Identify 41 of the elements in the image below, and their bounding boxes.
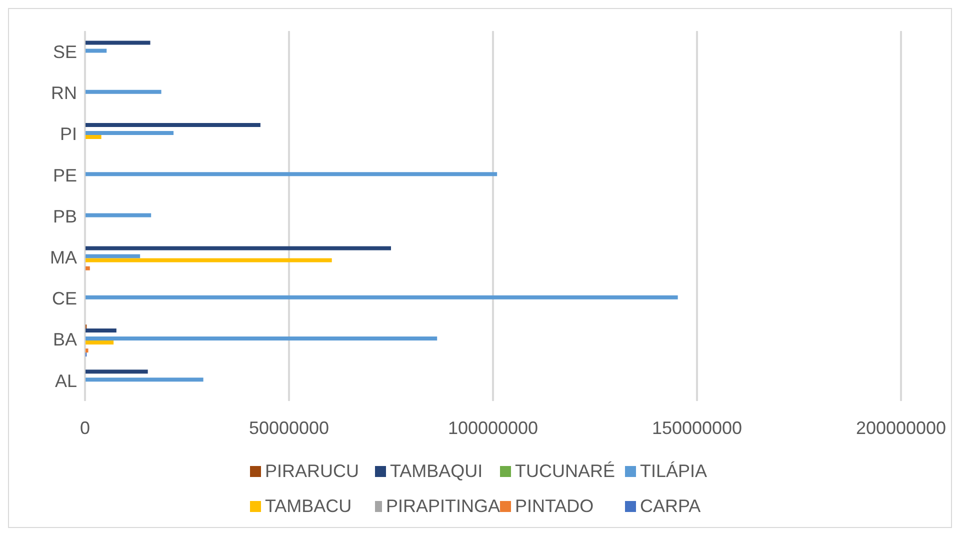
bar <box>85 370 148 374</box>
y-tick-label: PB <box>52 206 77 226</box>
bar <box>85 328 116 333</box>
y-tick-label: PE <box>52 165 77 186</box>
bar <box>85 134 102 139</box>
x-tick-label: 50000000 <box>248 418 330 438</box>
legend-label: PINTADO <box>514 496 595 517</box>
legend-label: CARPA <box>639 496 702 517</box>
bar <box>85 378 204 382</box>
y-tick-label: MA <box>50 248 77 268</box>
y-tick-label: BA <box>52 330 77 350</box>
y-tick-label: PI <box>60 124 77 144</box>
x-tick-label: 0 <box>80 418 90 438</box>
bar <box>85 172 498 176</box>
legend-label: TAMBAQUI <box>389 461 484 482</box>
x-tick-label: 200000000 <box>856 418 946 438</box>
bar <box>85 246 391 250</box>
y-tick-label: AL <box>54 370 77 391</box>
bar <box>85 254 140 258</box>
bar <box>85 348 88 353</box>
bar <box>85 40 150 45</box>
y-tick-label: CE <box>52 288 77 309</box>
x-tick-label: 150000000 <box>652 418 742 438</box>
bar <box>85 90 162 94</box>
y-tick-label: RN <box>51 83 77 104</box>
legend-label: TILÁPIA <box>639 461 708 482</box>
bar <box>85 336 438 341</box>
x-tick-label: 100000000 <box>448 418 538 438</box>
legend-label: TAMBACU <box>264 496 353 517</box>
y-tick-label: SE <box>52 42 77 62</box>
legend-label: TUCUNARÉ <box>514 461 616 482</box>
legend-label: PIRARUCU <box>264 461 360 482</box>
bar <box>85 295 678 300</box>
bar <box>85 130 174 135</box>
bar <box>85 258 332 262</box>
bar <box>85 340 114 345</box>
bar <box>85 266 90 270</box>
bar <box>85 213 152 218</box>
bar <box>85 48 107 53</box>
bar <box>85 122 260 127</box>
legend-label: PIRAPITINGA <box>384 496 500 517</box>
